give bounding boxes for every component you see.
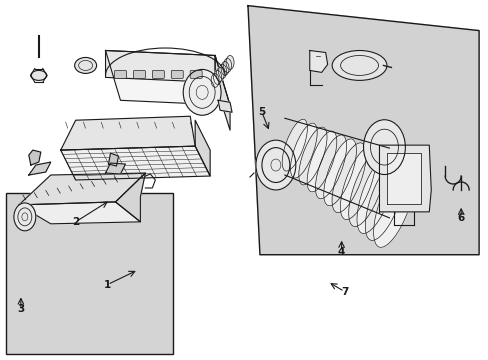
Ellipse shape	[363, 120, 405, 175]
Polygon shape	[215, 55, 229, 130]
Polygon shape	[379, 145, 430, 212]
Polygon shape	[386, 153, 421, 204]
Text: 4: 4	[337, 247, 345, 257]
Ellipse shape	[315, 135, 346, 199]
Ellipse shape	[373, 162, 414, 247]
Polygon shape	[61, 146, 210, 180]
Polygon shape	[29, 162, 51, 175]
Polygon shape	[105, 50, 229, 105]
Polygon shape	[218, 100, 232, 112]
Ellipse shape	[216, 67, 224, 81]
Ellipse shape	[306, 131, 336, 192]
Text: 1: 1	[103, 280, 111, 289]
Polygon shape	[19, 202, 140, 224]
FancyBboxPatch shape	[190, 71, 202, 78]
Ellipse shape	[331, 143, 366, 213]
Ellipse shape	[221, 62, 228, 75]
Ellipse shape	[223, 58, 231, 72]
Text: 7: 7	[340, 287, 347, 297]
Ellipse shape	[255, 140, 295, 190]
Ellipse shape	[298, 127, 326, 185]
FancyBboxPatch shape	[171, 71, 183, 78]
FancyBboxPatch shape	[114, 71, 126, 78]
FancyBboxPatch shape	[133, 71, 145, 78]
Polygon shape	[29, 150, 41, 165]
Ellipse shape	[218, 64, 226, 78]
Polygon shape	[115, 173, 145, 222]
Polygon shape	[105, 163, 125, 174]
Ellipse shape	[365, 158, 405, 240]
Polygon shape	[309, 50, 327, 72]
Text: 2: 2	[72, 217, 79, 227]
Text: 5: 5	[258, 107, 265, 117]
Ellipse shape	[331, 50, 386, 80]
Ellipse shape	[211, 73, 219, 87]
Ellipse shape	[225, 55, 234, 69]
Polygon shape	[19, 173, 145, 205]
Polygon shape	[105, 50, 215, 82]
Ellipse shape	[356, 154, 395, 234]
Polygon shape	[247, 6, 478, 255]
Polygon shape	[195, 120, 210, 176]
Ellipse shape	[323, 139, 356, 206]
Ellipse shape	[290, 123, 317, 178]
Ellipse shape	[340, 147, 375, 220]
Text: 3: 3	[17, 305, 24, 315]
FancyBboxPatch shape	[152, 71, 164, 78]
Ellipse shape	[14, 203, 36, 231]
Text: 6: 6	[457, 213, 464, 223]
Ellipse shape	[183, 69, 221, 115]
Ellipse shape	[31, 71, 47, 80]
Ellipse shape	[282, 119, 307, 171]
FancyBboxPatch shape	[6, 193, 173, 354]
Polygon shape	[108, 153, 118, 166]
Ellipse shape	[75, 58, 96, 73]
Ellipse shape	[348, 151, 385, 226]
Polygon shape	[61, 116, 195, 150]
Ellipse shape	[213, 71, 221, 84]
